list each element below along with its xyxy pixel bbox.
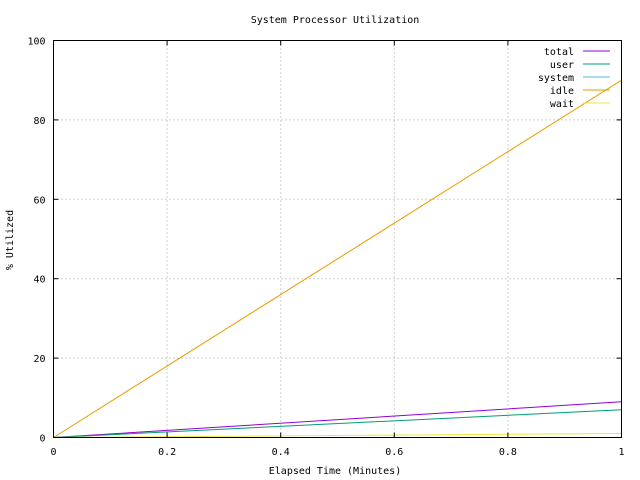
y-tick-label: 100: [27, 37, 45, 48]
legend: total user system idle wait: [538, 47, 610, 110]
series-line-total: [53, 401, 622, 438]
y-tick-label: 40: [33, 275, 45, 286]
series-line-idle: [53, 79, 622, 438]
x-tick-label: 0.8: [499, 447, 517, 458]
y-tick-label: 0: [39, 434, 45, 445]
series-lines: [53, 79, 622, 438]
plot-frame: [53, 40, 622, 438]
axis-ticks: [53, 40, 622, 438]
x-tick-label: 0.4: [272, 447, 290, 458]
y-tick-label: 80: [33, 116, 45, 127]
grid: [53, 40, 622, 438]
y-axis-label: % Utilized: [5, 210, 16, 270]
legend-label-idle: idle: [550, 86, 574, 97]
legend-label-system: system: [538, 73, 574, 84]
x-tick-label: 0.6: [385, 447, 403, 458]
y-tick-label: 20: [33, 354, 45, 365]
chart-title: System Processor Utilization: [251, 15, 420, 26]
legend-label-user: user: [550, 60, 574, 71]
x-tick-label: 0.2: [158, 447, 176, 458]
series-line-wait: [53, 433, 622, 438]
x-tick-label: 0: [50, 447, 56, 458]
y-tick-label: 60: [33, 195, 45, 206]
x-tick-label: 1: [618, 447, 624, 458]
x-axis-label: Elapsed Time (Minutes): [269, 466, 401, 477]
series-line-user: [53, 409, 622, 438]
legend-label-total: total: [544, 47, 574, 58]
tick-labels: 0 0.2 0.4 0.6 0.8 1 0 20 40 60 80 100: [27, 37, 624, 459]
legend-label-wait: wait: [550, 99, 574, 110]
